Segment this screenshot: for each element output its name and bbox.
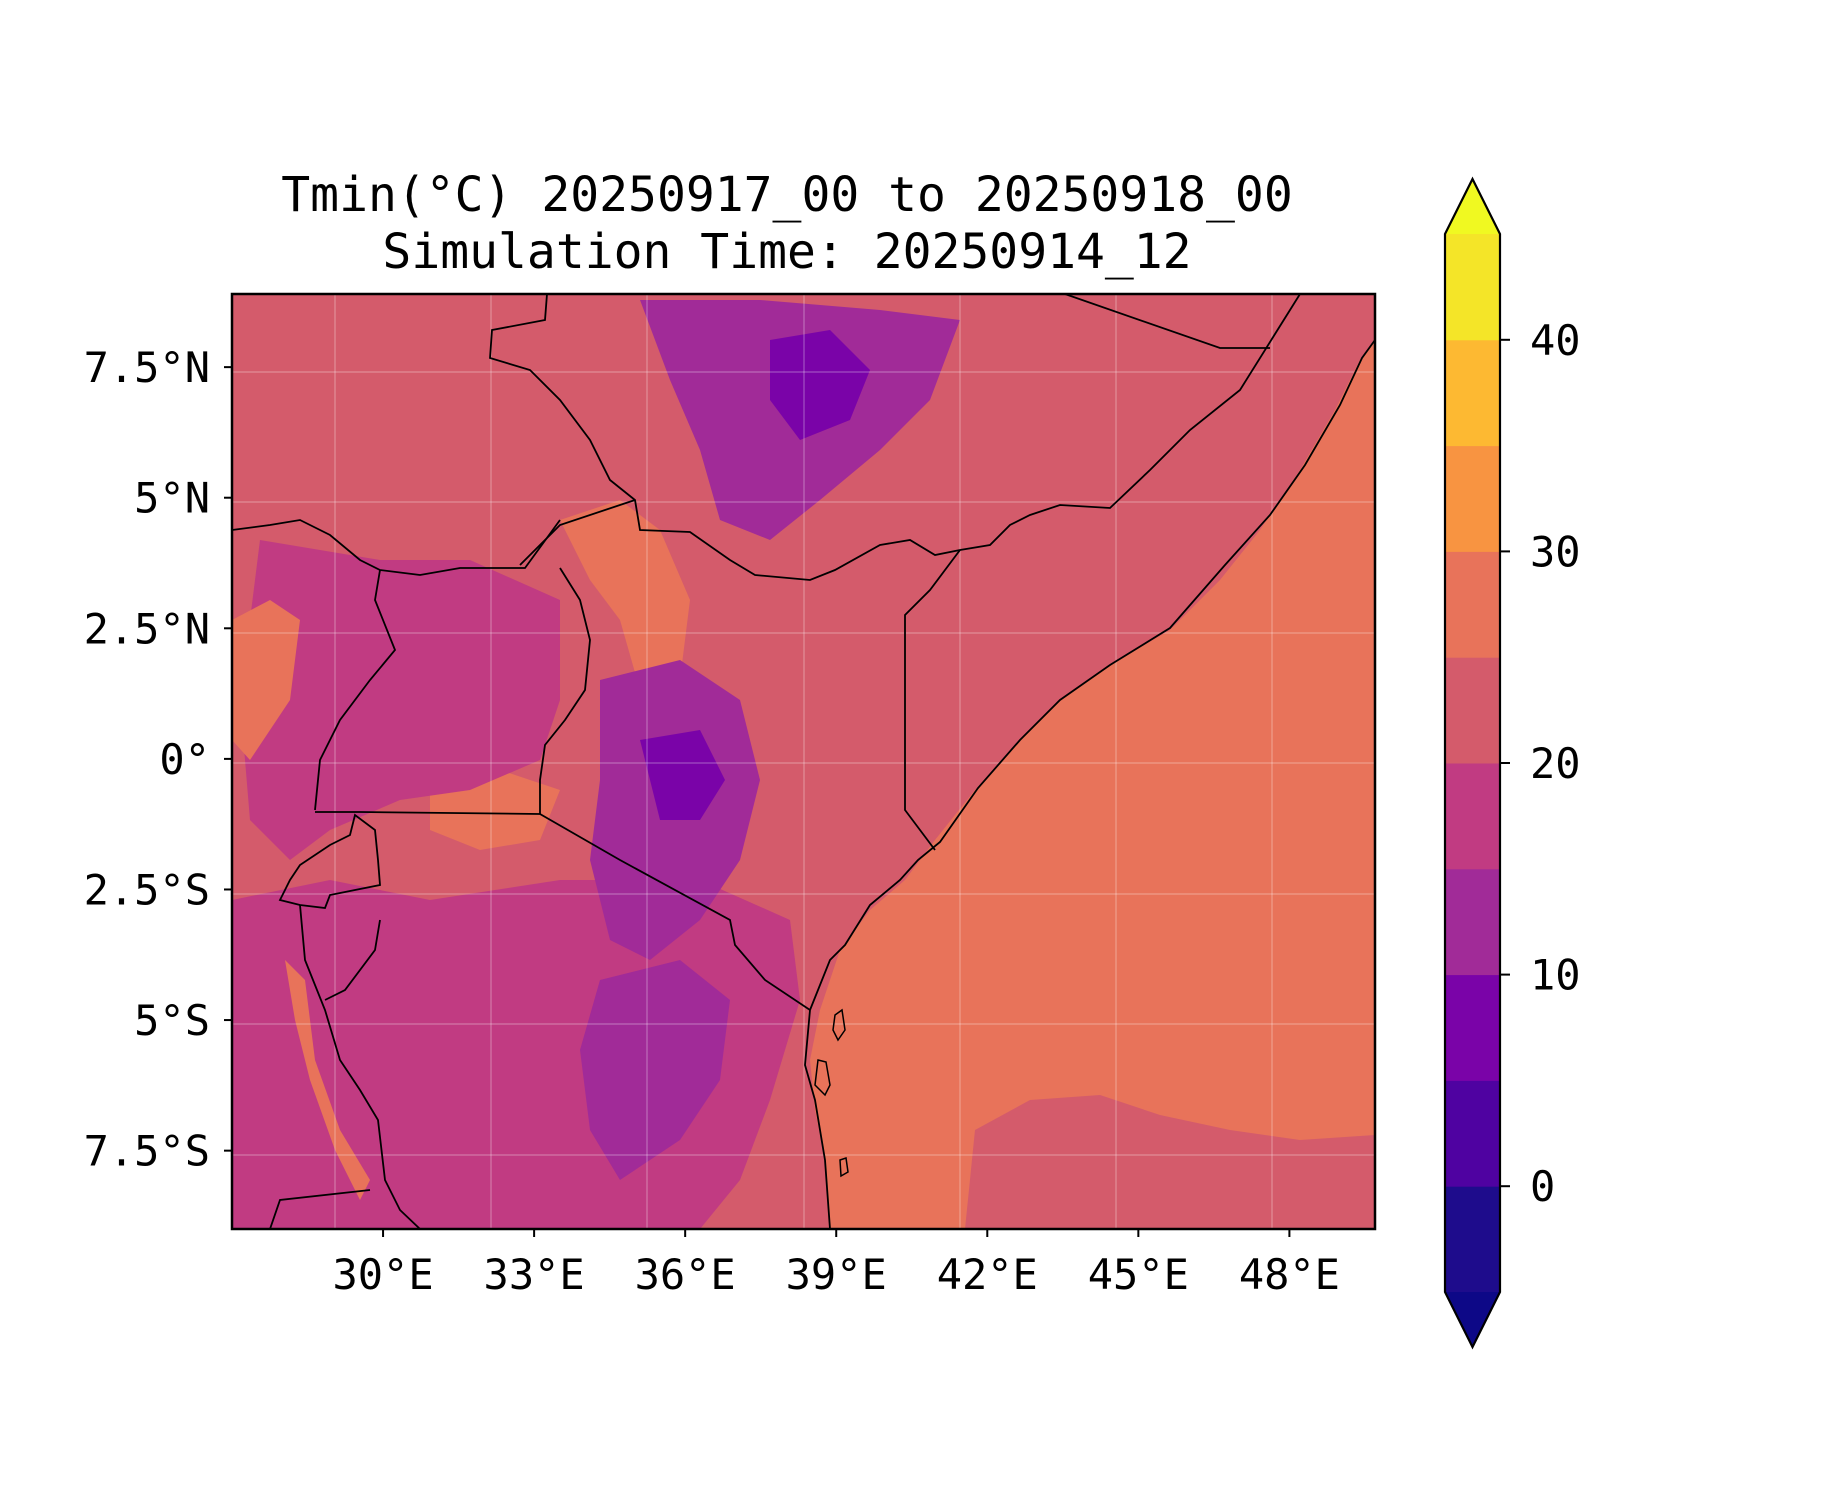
x-tick-label: 36°E (635, 1250, 736, 1299)
title-line-2: Simulation Time: 20250914_12 (382, 224, 1191, 280)
colorbar-over-triangle (1445, 179, 1500, 234)
y-tick-label: 2.5°S (84, 865, 210, 914)
y-tick-label: 5°S (134, 996, 210, 1045)
ocean-cooler-tongue (965, 1095, 1375, 1229)
highlands-coldest-ethiopia (770, 330, 870, 440)
colorbar-band (1445, 234, 1500, 341)
border-sudan-ethiopia (489, 294, 1301, 581)
y-axis-ticks: 7.5°N 5°N 2.5°N 0° 2.5°S 5°S 7.5°S (84, 343, 232, 1176)
mafia-island (839, 1157, 849, 1178)
colorbar-band (1445, 763, 1500, 870)
colorbar-tick-label: 30 (1530, 527, 1581, 576)
y-tick-label: 0° (159, 735, 210, 784)
colorbar-band (1445, 339, 1500, 447)
colorbar-tick-label: 0 (1530, 1162, 1555, 1211)
pemba-island (832, 1008, 846, 1042)
border-kenya-ethiopia-north (519, 499, 636, 566)
border-tanzania-burundi (324, 919, 381, 1001)
x-tick-label: 45°E (1088, 1250, 1189, 1299)
border-kenya-tanzania (539, 813, 811, 1011)
coastline (804, 339, 1375, 1229)
x-tick-label: 42°E (937, 1250, 1038, 1299)
y-tick-label: 5°N (134, 474, 210, 523)
title-line-1: Tmin(°C) 20250917_00 to 20250918_00 (281, 167, 1292, 223)
border-tanzania-west (299, 904, 421, 1229)
border-ethiopia-somaliland (1064, 294, 1270, 349)
border-uganda-kenya (539, 567, 591, 814)
border-southwest (269, 1189, 371, 1229)
colorbar-outline (1443, 176, 1502, 1350)
x-axis-ticks: 30°E 33°E 36°E 39°E 42°E 45°E 48°E (332, 1229, 1340, 1299)
country-borders (232, 294, 1375, 1229)
colorbar-under-triangle (1445, 1292, 1500, 1347)
y-tick-label: 2.5°N (84, 604, 210, 653)
map-panel[interactable] (230, 292, 1377, 1231)
colorbar-ticks: 0 10 20 30 40 (1500, 316, 1581, 1211)
uganda-cool-region (240, 540, 560, 860)
colorbar-bands (1445, 234, 1500, 1293)
y-tick-label: 7.5°S (84, 1127, 210, 1176)
colorbar-band (1445, 868, 1500, 976)
colorbar-tick-label: 40 (1530, 316, 1581, 365)
border-uganda-tanzania-line (315, 811, 541, 815)
x-tick-label: 39°E (786, 1250, 887, 1299)
colorbar-band (1445, 657, 1500, 764)
colorbar-tick-label: 10 (1530, 951, 1581, 1000)
colorbar-band (1445, 974, 1500, 1081)
y-tick-label: 7.5°N (84, 343, 210, 392)
colorbar-band (1445, 445, 1500, 552)
colorbar-band (1445, 1080, 1500, 1187)
tanganyika-warm-strip (285, 960, 370, 1200)
colorbar-band (1445, 551, 1500, 658)
border-rwanda-burundi (278, 813, 381, 909)
ocean-warm-region (810, 340, 1375, 1229)
border-uganda-drc (314, 569, 397, 811)
kenya-highlands-coldest (640, 730, 725, 820)
islands (814, 1008, 849, 1178)
colorbar-band (1445, 1186, 1500, 1293)
zanzibar-island (814, 1059, 831, 1097)
colorbar-tick-label: 20 (1530, 739, 1581, 788)
tanzania-highlands-cool (580, 960, 730, 1180)
gridlines (232, 294, 1375, 1229)
somali-coast-warm-patch (232, 600, 300, 760)
x-tick-label: 33°E (484, 1250, 585, 1299)
x-tick-label: 48°E (1239, 1250, 1340, 1299)
map-frame (230, 292, 1377, 1231)
colorbar[interactable]: 0 10 20 30 40 (1443, 176, 1581, 1350)
x-tick-label: 30°E (332, 1250, 433, 1299)
border-kenya-somalia (904, 549, 961, 851)
rift-warm-band (560, 500, 690, 720)
